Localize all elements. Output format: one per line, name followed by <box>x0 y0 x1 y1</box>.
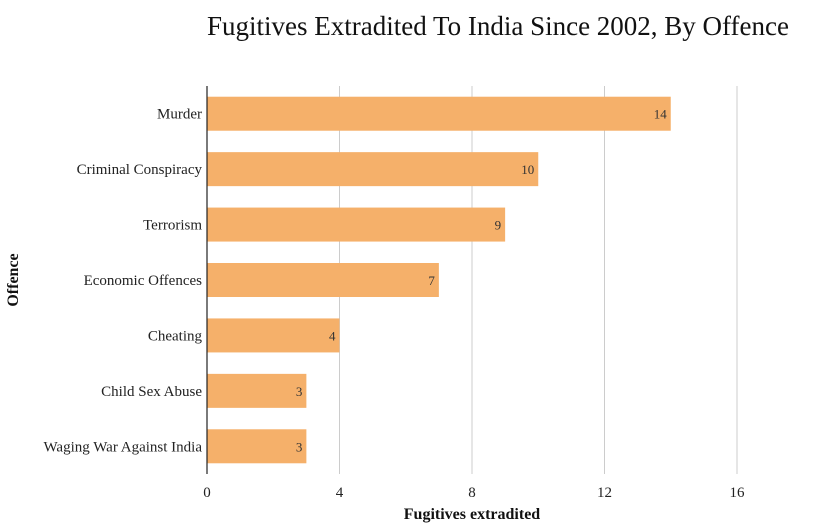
bar-terrorism <box>207 207 506 242</box>
x-tick-label-12: 12 <box>597 485 612 501</box>
bar-waging-war-against-india <box>207 429 307 464</box>
bar-value-label-criminal-conspiracy: 10 <box>521 162 534 177</box>
x-tick-label-0: 0 <box>203 485 211 501</box>
bar-cheating <box>207 318 340 353</box>
bar-value-label-child-sex-abuse: 3 <box>296 384 303 399</box>
category-label-criminal-conspiracy: Criminal Conspiracy <box>77 162 203 178</box>
bar-value-label-cheating: 4 <box>329 328 336 343</box>
gridlines <box>339 86 738 474</box>
x-tick-label-16: 16 <box>730 485 746 501</box>
x-tick-label-4: 4 <box>336 485 344 501</box>
bars <box>207 96 671 464</box>
bar-value-label-murder: 14 <box>654 107 668 122</box>
chart-title: Fugitives Extradited To India Since 2002… <box>207 11 790 41</box>
labels: 0 4 8 12 16 14 Murder 10 Criminal Conspiracy 9 Ter… <box>5 107 745 523</box>
x-tick-label-8: 8 <box>468 485 476 501</box>
category-label-waging-war-against-india: Waging War Against India <box>43 439 202 455</box>
bar-value-label-waging-war-against-india: 3 <box>296 439 303 454</box>
category-label-murder: Murder <box>157 107 202 123</box>
y-axis-title: Offence <box>5 253 22 306</box>
bar-value-label-terrorism: 9 <box>495 218 502 233</box>
bar-murder <box>207 96 671 131</box>
x-axis-title: Fugitives extradited <box>404 506 541 523</box>
bar-child-sex-abuse <box>207 373 307 408</box>
bar-criminal-conspiracy <box>207 152 539 187</box>
bar-economic-offences <box>207 263 439 297</box>
category-label-child-sex-abuse: Child Sex Abuse <box>101 384 202 400</box>
category-label-terrorism: Terrorism <box>143 218 202 234</box>
category-label-economic-offences: Economic Offences <box>84 273 203 289</box>
bar-value-label-economic-offences: 7 <box>428 273 435 288</box>
category-label-cheating: Cheating <box>148 328 203 344</box>
